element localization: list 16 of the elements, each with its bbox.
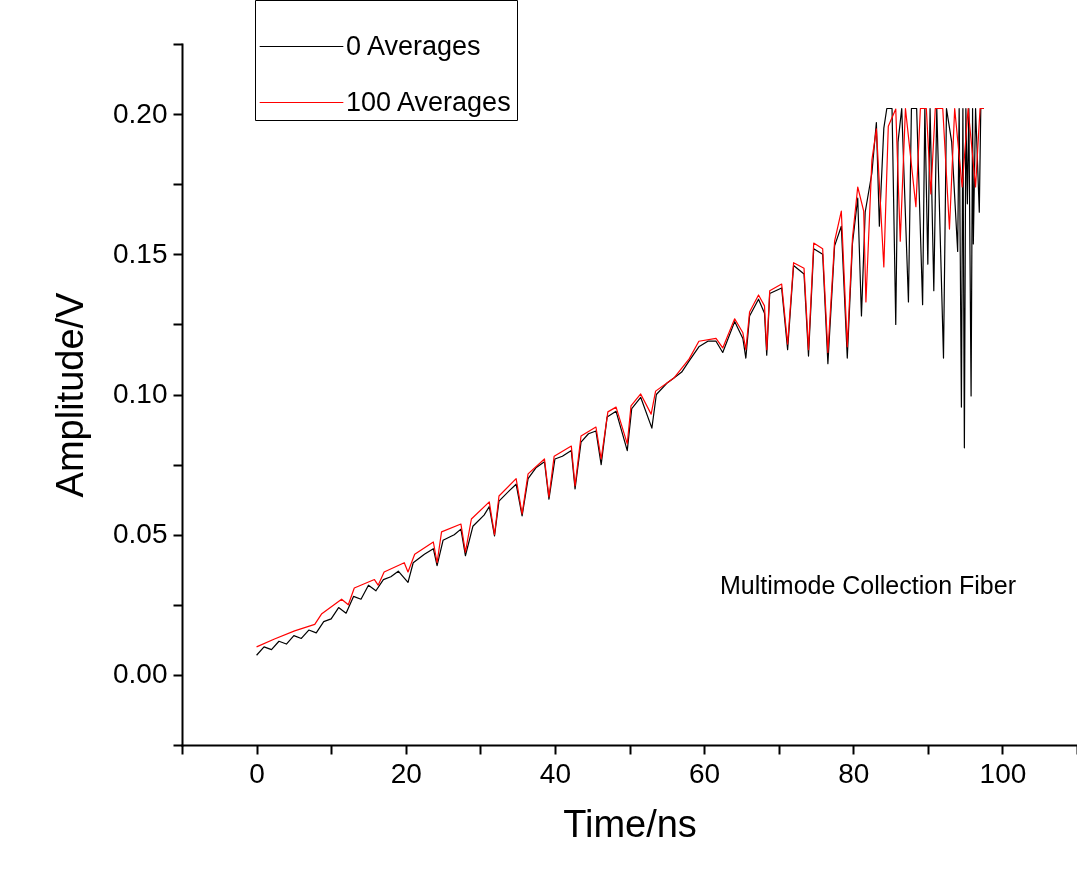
x-tick-label: 100 [979,757,1027,789]
legend-label: 100 Averages [346,86,511,117]
y-tick-label: 0.10 [113,378,168,409]
y-tick-label: 0.00 [113,658,168,690]
y-tick-label: 0.20 [113,97,168,129]
y-axis-title: Amplitude/V [49,291,91,498]
x-tick-label: 40 [539,757,571,789]
x-axis-title: Time/ns [563,802,697,845]
x-tick-label: 20 [390,757,422,789]
x-tick-label: 60 [689,757,721,789]
legend-label: 0 Averages [346,30,481,61]
y-tick-label: 0.05 [113,518,168,550]
y-tick-label: 0.15 [113,237,168,269]
annotation: Multimode Collection Fiber [720,571,1016,599]
x-tick-label: 80 [838,757,870,789]
x-tick-label: 0 [249,757,265,789]
